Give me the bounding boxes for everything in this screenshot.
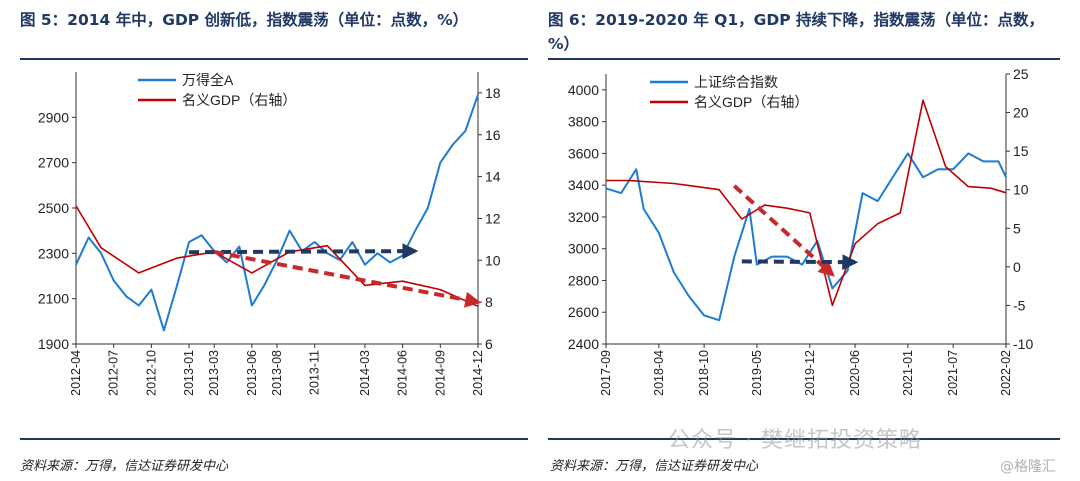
left-left-tick-label: 1900 (38, 336, 69, 352)
left-chart: 1900 2100 2300 2500 2700 2900 6 8 10 12 14 16 18 2012… (38, 72, 501, 396)
left-right-tick-label: 16 (485, 127, 501, 143)
left-trend-arrow-red (213, 249, 482, 308)
left-x-tick-label: 2012-07 (107, 350, 121, 396)
brand-mark: @格隆汇 (1000, 459, 1056, 475)
right-x-tick-label: 2018-04 (652, 350, 666, 396)
right-x-tick-label: 2020-06 (848, 350, 862, 396)
left-x-tick-label: 2014-12 (471, 350, 485, 396)
right-left-tick-label: 2800 (568, 272, 599, 288)
left-source-note: 资料来源：万得，信达证券研发中心 (20, 459, 229, 474)
right-x-tick-label: 2019-12 (803, 350, 817, 396)
left-x-tick-label: 2012-04 (69, 350, 83, 396)
right-x-tick-label: 2022-02 (999, 350, 1013, 396)
left-x-tick-label: 2014-03 (358, 350, 372, 396)
right-series-index-line (605, 152, 1007, 322)
right-x-tick-label: 2021-07 (946, 350, 960, 396)
left-top-rule (20, 58, 528, 60)
left-legend-label-index: 万得全A (182, 72, 234, 88)
right-left-tick-label: 2400 (568, 336, 599, 352)
right-series-gdp-line (606, 99, 1007, 307)
right-legend-label-index: 上证综合指数 (694, 74, 778, 90)
left-series-gdp-line (75, 205, 479, 308)
right-left-tick-label: 3400 (568, 177, 599, 193)
right-x-tick-label: 2019-05 (750, 350, 764, 396)
left-right-tick-label: 6 (485, 336, 493, 352)
right-right-tick-label: -5 (1013, 297, 1026, 313)
right-top-rule (548, 58, 1060, 60)
left-x-tick-label: 2013-08 (270, 350, 284, 396)
left-x-tick-label: 2014-06 (396, 350, 410, 396)
left-right-tick-label: 12 (485, 210, 501, 226)
right-right-tick-label: -10 (1013, 336, 1033, 352)
left-left-tick-label: 2700 (38, 155, 69, 171)
left-left-tick-label: 2900 (38, 109, 69, 125)
right-legend-label-gdp: 名义GDP（右轴） (694, 94, 808, 110)
right-x-tick-label: 2018-10 (697, 350, 711, 396)
right-right-tick-label: 20 (1013, 105, 1029, 121)
left-trend-arrow-blue (189, 243, 419, 260)
right-trend-arrow-blue (741, 254, 859, 271)
right-chart: 2400 2600 2800 3000 3200 3400 3600 3800 4000 -10 -… (568, 66, 1034, 396)
watermark: 公众号 · 樊继拓投资策略 (668, 428, 922, 453)
left-x-tick-label: 2013-11 (308, 350, 322, 395)
left-x-tick-label: 2013-03 (207, 350, 221, 396)
right-left-tick-label: 3000 (568, 241, 599, 257)
left-x-tick-label: 2013-01 (182, 350, 196, 396)
right-chart-title: 图 6：2019-2020 年 Q1，GDP 持续下降，指数震荡（单位：点数，%… (548, 11, 1044, 53)
right-left-tick-label: 2600 (568, 304, 599, 320)
right-right-tick-label: 10 (1013, 182, 1029, 198)
right-left-tick-label: 3800 (568, 114, 599, 130)
right-left-tick-label: 3200 (568, 209, 599, 225)
left-legend-label-gdp: 名义GDP（右轴） (182, 92, 296, 108)
left-right-tick-label: 18 (485, 85, 501, 101)
left-x-tick-label: 2012-10 (144, 350, 158, 396)
right-source-note: 资料来源：万得，信达证券研发中心 (550, 459, 759, 474)
left-chart-title: 图 5：2014 年中，GDP 创新低，指数震荡（单位：点数，%） (20, 11, 469, 29)
left-left-tick-label: 2100 (38, 291, 69, 307)
right-right-tick-label: 5 (1013, 220, 1021, 236)
left-left-tick-label: 2300 (38, 245, 69, 261)
left-x-tick-label: 2013-06 (245, 350, 259, 396)
left-right-tick-label: 14 (485, 169, 501, 185)
left-right-tick-label: 8 (485, 294, 493, 310)
right-x-tick-label: 2017-09 (599, 350, 613, 396)
left-right-tick-label: 10 (485, 252, 501, 268)
right-left-tick-label: 3600 (568, 145, 599, 161)
right-right-tick-label: 0 (1013, 259, 1021, 275)
left-bottom-rule (20, 438, 528, 440)
left-left-tick-label: 2500 (38, 200, 69, 216)
right-bottom-rule (548, 438, 1060, 440)
right-x-tick-label: 2021-01 (901, 350, 915, 396)
right-right-tick-label: 25 (1013, 66, 1029, 82)
right-right-tick-label: 15 (1013, 143, 1029, 159)
right-trend-arrow-red (732, 184, 835, 277)
left-series-index-line (75, 94, 479, 332)
left-x-tick-label: 2014-09 (433, 350, 447, 396)
right-left-tick-label: 4000 (568, 82, 599, 98)
